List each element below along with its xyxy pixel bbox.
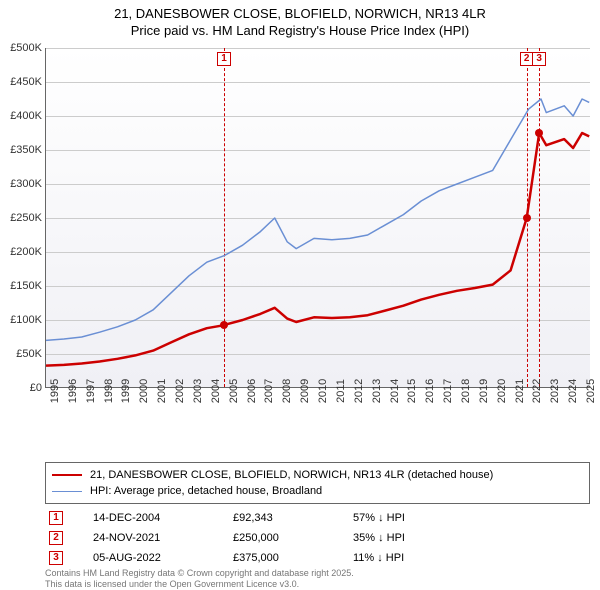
x-axis-label: 2001 bbox=[156, 379, 168, 403]
chart-container: 21, DANESBOWER CLOSE, BLOFIELD, NORWICH,… bbox=[0, 0, 600, 590]
x-axis-label: 2021 bbox=[514, 379, 526, 403]
x-axis-label: 2024 bbox=[567, 379, 579, 403]
x-axis-label: 2000 bbox=[138, 379, 150, 403]
x-axis-label: 2015 bbox=[406, 379, 418, 403]
sale-row: 1 14-DEC-2004£92,34357% ↓ HPI bbox=[45, 508, 590, 528]
y-axis-label: £200K bbox=[10, 246, 42, 258]
sales-table: 1 14-DEC-2004£92,34357% ↓ HPI 2 24-NOV-2021… bbox=[45, 508, 590, 568]
x-axis-label: 1997 bbox=[85, 379, 97, 403]
sale-row: 2 24-NOV-2021£250,00035% ↓ HPI bbox=[45, 528, 590, 548]
x-axis-label: 2003 bbox=[192, 379, 204, 403]
sale-price: £250,000 bbox=[233, 532, 353, 544]
plot-area: 123 £0£50K£100K£150K£200K£250K£300K£350K… bbox=[45, 48, 590, 423]
sale-price: £92,343 bbox=[233, 512, 353, 524]
footer-line-2: This data is licensed under the Open Gov… bbox=[45, 579, 354, 590]
x-axis-label: 2011 bbox=[335, 379, 347, 403]
legend: 21, DANESBOWER CLOSE, BLOFIELD, NORWICH,… bbox=[45, 462, 590, 504]
y-axis-label: £50K bbox=[16, 348, 42, 360]
x-axis-label: 2009 bbox=[299, 379, 311, 403]
sale-price: £375,000 bbox=[233, 552, 353, 564]
sale-number-box: 2 bbox=[49, 531, 63, 545]
y-axis-label: £400K bbox=[10, 110, 42, 122]
sale-row: 3 05-AUG-2022£375,00011% ↓ HPI bbox=[45, 548, 590, 568]
x-axis-label: 2010 bbox=[317, 379, 329, 403]
y-axis-label: £250K bbox=[10, 212, 42, 224]
x-axis-label: 1995 bbox=[49, 379, 61, 403]
x-axis-label: 2020 bbox=[496, 379, 508, 403]
x-axis-label: 2013 bbox=[371, 379, 383, 403]
x-axis-label: 2023 bbox=[549, 379, 561, 403]
chart-title: 21, DANESBOWER CLOSE, BLOFIELD, NORWICH,… bbox=[0, 0, 600, 40]
legend-item: 21, DANESBOWER CLOSE, BLOFIELD, NORWICH,… bbox=[52, 467, 583, 483]
y-axis-label: £450K bbox=[10, 76, 42, 88]
sale-date: 05-AUG-2022 bbox=[93, 552, 233, 564]
y-axis-label: £300K bbox=[10, 178, 42, 190]
legend-label: 21, DANESBOWER CLOSE, BLOFIELD, NORWICH,… bbox=[90, 469, 493, 481]
x-axis-label: 2004 bbox=[210, 379, 222, 403]
x-axis-label: 2022 bbox=[531, 379, 543, 403]
y-axis-label: £350K bbox=[10, 144, 42, 156]
x-axis-label: 2006 bbox=[246, 379, 258, 403]
x-axis-label: 2002 bbox=[174, 379, 186, 403]
x-axis-label: 2005 bbox=[228, 379, 240, 403]
sale-number-box: 3 bbox=[49, 551, 63, 565]
y-axis-label: £0 bbox=[30, 382, 42, 394]
y-axis-label: £150K bbox=[10, 280, 42, 292]
series-hpi bbox=[46, 99, 589, 340]
x-axis-label: 2019 bbox=[478, 379, 490, 403]
legend-label: HPI: Average price, detached house, Broa… bbox=[90, 485, 322, 497]
y-axis-label: £500K bbox=[10, 42, 42, 54]
plot-background: 123 bbox=[45, 48, 590, 388]
series-property bbox=[46, 133, 589, 366]
x-axis-label: 2007 bbox=[263, 379, 275, 403]
sale-number-box: 1 bbox=[49, 511, 63, 525]
sale-hpi-diff: 57% ↓ HPI bbox=[353, 512, 405, 524]
legend-swatch bbox=[52, 491, 82, 492]
line-series-svg bbox=[46, 48, 591, 388]
x-axis-label: 2016 bbox=[424, 379, 436, 403]
footer-line-1: Contains HM Land Registry data © Crown c… bbox=[45, 568, 354, 579]
x-axis-label: 2008 bbox=[281, 379, 293, 403]
x-axis-label: 1996 bbox=[67, 379, 79, 403]
sale-hpi-diff: 11% ↓ HPI bbox=[353, 552, 404, 564]
x-axis-label: 2014 bbox=[389, 379, 401, 403]
legend-item: HPI: Average price, detached house, Broa… bbox=[52, 483, 583, 499]
y-axis-label: £100K bbox=[10, 314, 42, 326]
x-axis-label: 2025 bbox=[585, 379, 597, 403]
title-line-1: 21, DANESBOWER CLOSE, BLOFIELD, NORWICH,… bbox=[0, 6, 600, 23]
attribution-footer: Contains HM Land Registry data © Crown c… bbox=[45, 568, 354, 590]
x-axis-label: 1998 bbox=[103, 379, 115, 403]
x-axis-label: 1999 bbox=[120, 379, 132, 403]
legend-swatch bbox=[52, 474, 82, 476]
x-axis-label: 2018 bbox=[460, 379, 472, 403]
title-line-2: Price paid vs. HM Land Registry's House … bbox=[0, 23, 600, 40]
sale-date: 24-NOV-2021 bbox=[93, 532, 233, 544]
x-axis-label: 2017 bbox=[442, 379, 454, 403]
x-axis-label: 2012 bbox=[353, 379, 365, 403]
sale-date: 14-DEC-2004 bbox=[93, 512, 233, 524]
sale-hpi-diff: 35% ↓ HPI bbox=[353, 532, 405, 544]
